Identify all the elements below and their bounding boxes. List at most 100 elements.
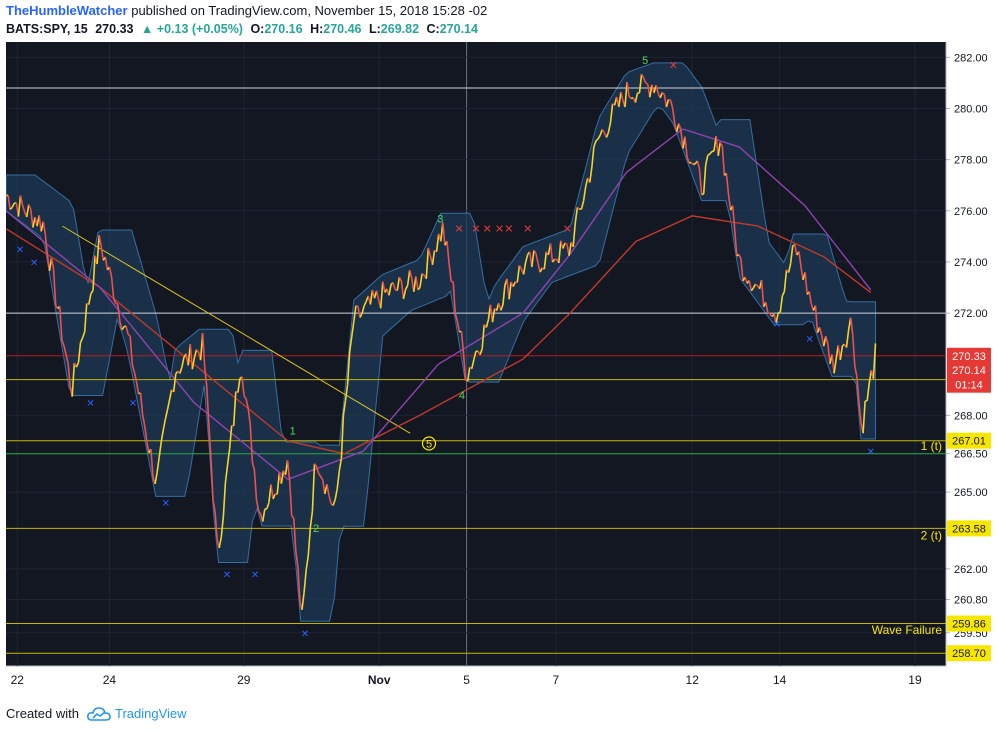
price-segment — [601, 129, 605, 133]
price-segment — [698, 169, 703, 195]
price-segment — [189, 344, 194, 370]
price-segment — [369, 289, 374, 305]
y-tick-label: 280.00 — [954, 103, 988, 115]
price-segment — [396, 277, 401, 291]
publish-header: TheHumbleWatcher published on TradingVie… — [6, 3, 487, 18]
price-segment — [502, 285, 506, 305]
price-segment — [568, 242, 572, 256]
price-segment — [442, 222, 446, 246]
price-segment — [309, 511, 314, 529]
tradingview-brand[interactable]: TradingView — [87, 706, 187, 721]
blue-x-marker: ✕ — [251, 570, 259, 581]
price-segment — [220, 515, 225, 538]
price-segment — [212, 499, 216, 513]
price-segment — [833, 358, 837, 374]
wave-label: 1 — [290, 426, 296, 438]
price-segment — [245, 398, 249, 409]
price-segment — [808, 291, 813, 305]
price-segment — [117, 304, 121, 322]
price-segment — [787, 263, 792, 273]
price-segment — [485, 319, 490, 328]
price-segment — [326, 484, 330, 496]
price-label: 01:14 — [955, 380, 983, 392]
price-segment — [123, 325, 127, 328]
price-segment — [129, 336, 134, 365]
price-segment — [404, 285, 409, 290]
price-chart[interactable]: 22 24 29 Nov 5 7 12 14 19282.00280.00278.00276.0… — [6, 42, 994, 694]
price-segment — [624, 81, 628, 108]
price-segment — [671, 107, 676, 124]
price-segment — [214, 511, 218, 540]
symbol-label[interactable]: BATS:SPY, 15 — [6, 22, 88, 36]
price-segment — [110, 277, 115, 299]
price-label-box — [947, 376, 991, 393]
price-segment — [659, 92, 664, 99]
footer: Created with TradingView — [6, 706, 187, 721]
price-segment — [210, 459, 214, 501]
level-annotation: 2 (t) — [921, 529, 942, 543]
trendline — [62, 225, 411, 434]
price-segment — [301, 592, 305, 610]
price-segment — [21, 205, 26, 213]
price-segment — [11, 202, 16, 208]
published-text: published on TradingView.com, November 1… — [131, 3, 488, 18]
price-segment — [168, 389, 173, 401]
price-segment — [297, 567, 301, 603]
price-segment — [702, 164, 707, 194]
price-segment — [669, 99, 674, 108]
price-segment — [607, 122, 612, 133]
price-segment — [717, 142, 721, 157]
price-segment — [361, 305, 365, 314]
price-segment — [398, 276, 403, 282]
x-tick-label: 12 — [686, 673, 700, 687]
price-segment — [630, 97, 634, 100]
price-segment — [707, 153, 711, 156]
price-segment — [264, 507, 268, 510]
price-segment — [119, 321, 123, 330]
price-segment — [321, 479, 326, 495]
price-segment — [777, 311, 781, 314]
price-segment — [740, 258, 744, 281]
price-segment — [146, 441, 150, 453]
price-segment — [125, 326, 129, 335]
y-tick-label: 265.00 — [954, 487, 988, 499]
price-segment — [359, 312, 363, 318]
price-segment — [115, 302, 119, 305]
red-x-marker: ✕ — [563, 223, 572, 236]
price-segment — [473, 351, 477, 360]
price-segment — [141, 414, 146, 426]
x-tick-label: Nov — [368, 673, 391, 687]
price-segment — [382, 281, 386, 293]
price-segment — [462, 353, 467, 380]
price-segment — [342, 400, 347, 416]
price-segment — [508, 282, 512, 300]
price-segment — [228, 425, 233, 449]
price-segment — [379, 281, 384, 309]
price-segment — [721, 146, 726, 176]
y-tick-label: 276.00 — [954, 206, 988, 218]
price-segment — [243, 395, 247, 400]
price-segment — [599, 129, 603, 136]
author-link[interactable]: TheHumbleWatcher — [6, 3, 128, 18]
price-segment — [344, 384, 349, 401]
price-segment — [179, 366, 183, 374]
price-segment — [798, 251, 802, 267]
price-segment — [255, 499, 260, 512]
wave-label: 5 — [642, 55, 648, 67]
price-segment — [500, 304, 504, 311]
price-segment — [450, 280, 454, 283]
ohlc-bar: BATS:SPY, 15 270.33 ▲ +0.13 (+0.05%) O:2… — [6, 22, 482, 36]
price-segment — [576, 206, 581, 210]
close-value: 270.14 — [439, 22, 478, 36]
price-segment — [849, 317, 854, 335]
blue-x-marker: ✕ — [16, 245, 24, 256]
price-segment — [858, 401, 862, 423]
price-segment — [150, 449, 154, 478]
price-segment — [50, 257, 55, 270]
price-segment — [851, 334, 856, 367]
red-x-marker: ✕ — [483, 223, 492, 236]
price-segment — [425, 247, 430, 279]
price-segment — [665, 99, 670, 108]
price-segment — [222, 482, 227, 516]
x-tick-label: 5 — [463, 673, 470, 687]
